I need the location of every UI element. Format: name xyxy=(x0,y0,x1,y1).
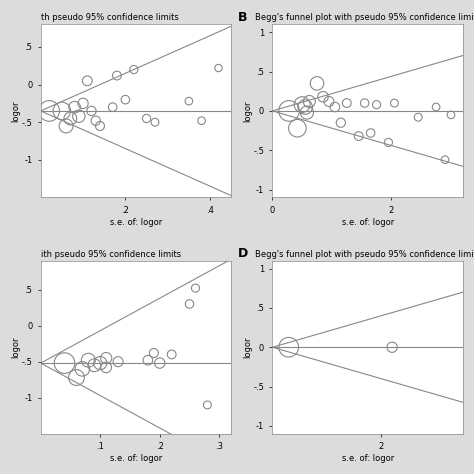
Text: ith pseudo 95% confidence limits: ith pseudo 95% confidence limits xyxy=(41,249,181,258)
Point xyxy=(306,98,313,105)
Point xyxy=(361,99,368,107)
Point xyxy=(96,359,104,367)
Point xyxy=(151,118,159,126)
Point xyxy=(432,103,440,111)
Point xyxy=(414,113,422,121)
Point xyxy=(92,117,100,125)
Point xyxy=(79,100,87,107)
Point xyxy=(75,112,82,120)
Point xyxy=(313,80,321,87)
Point xyxy=(102,364,110,371)
Point xyxy=(325,98,333,105)
Point xyxy=(71,103,78,111)
Point xyxy=(319,93,327,100)
X-axis label: s.e. of: logor: s.e. of: logor xyxy=(110,454,162,463)
Point xyxy=(113,72,121,79)
Point xyxy=(204,401,211,409)
Point xyxy=(156,359,164,367)
Point xyxy=(303,109,310,116)
Point xyxy=(301,103,309,111)
Point xyxy=(73,374,80,381)
Point xyxy=(367,129,374,137)
Point xyxy=(79,365,86,373)
Point xyxy=(185,97,192,105)
Point xyxy=(96,122,104,130)
Point xyxy=(102,354,110,362)
Title: Begg's funnel plot with pseudo 95% confidence limits: Begg's funnel plot with pseudo 95% confi… xyxy=(255,13,474,22)
Title: Begg's funnel plot with pseudo 95% confidence limits: Begg's funnel plot with pseudo 95% confi… xyxy=(255,249,474,258)
Point xyxy=(66,115,74,122)
Point xyxy=(191,284,199,292)
Point xyxy=(298,101,306,109)
Point xyxy=(388,344,396,351)
Point xyxy=(58,107,66,115)
Point xyxy=(447,111,455,118)
Point xyxy=(84,356,92,364)
Point xyxy=(285,107,293,115)
X-axis label: s.e. of: logor: s.e. of: logor xyxy=(110,218,162,227)
Point xyxy=(215,64,222,72)
Point xyxy=(441,156,449,164)
Point xyxy=(91,362,98,369)
Point xyxy=(130,66,137,73)
Text: D: D xyxy=(238,247,248,260)
Point xyxy=(373,101,380,109)
Point xyxy=(343,99,351,107)
X-axis label: s.e. of: logor: s.e. of: logor xyxy=(341,218,394,227)
Y-axis label: logor: logor xyxy=(11,100,20,122)
Point xyxy=(285,344,292,351)
Point xyxy=(143,115,150,122)
Point xyxy=(186,300,193,308)
Y-axis label: logor: logor xyxy=(243,100,252,122)
Point xyxy=(46,107,53,115)
Point xyxy=(61,359,68,367)
Point xyxy=(109,103,117,111)
Point xyxy=(114,358,122,365)
Point xyxy=(83,77,91,85)
X-axis label: s.e. of: logor: s.e. of: logor xyxy=(341,454,394,463)
Y-axis label: logor: logor xyxy=(11,337,20,358)
Point xyxy=(198,117,205,125)
Text: B: B xyxy=(238,10,247,24)
Point xyxy=(150,349,158,357)
Point xyxy=(168,351,175,358)
Point xyxy=(144,356,152,364)
Text: th pseudo 95% confidence limits: th pseudo 95% confidence limits xyxy=(41,13,178,22)
Point xyxy=(391,99,398,107)
Point xyxy=(293,125,301,132)
Y-axis label: logor: logor xyxy=(243,337,252,358)
Point xyxy=(385,138,392,146)
Point xyxy=(122,96,129,103)
Point xyxy=(355,132,363,140)
Point xyxy=(337,119,345,127)
Point xyxy=(88,107,95,115)
Point xyxy=(331,103,339,111)
Point xyxy=(62,122,70,130)
